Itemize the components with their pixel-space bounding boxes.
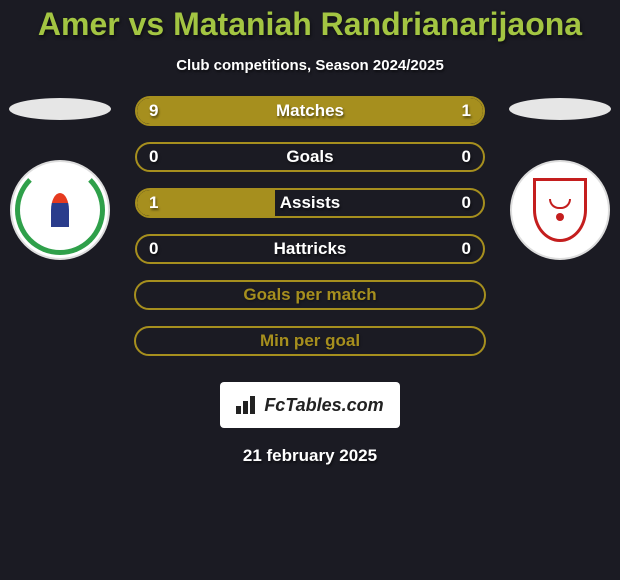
- stat-label: Matches: [137, 101, 483, 121]
- arc-icon: [549, 199, 571, 209]
- stat-label: Hattricks: [137, 239, 483, 259]
- stat-simple-label: Goals per match: [243, 285, 376, 305]
- left-player-column: [0, 96, 120, 466]
- subtitle: Club competitions, Season 2024/2025: [176, 57, 444, 74]
- badge-text: FcTables.com: [264, 395, 383, 416]
- player-placeholder-left: [9, 98, 111, 120]
- stat-row-hattricks: 0 Hattricks 0: [135, 234, 485, 264]
- shield-icon: [533, 178, 587, 242]
- stat-row-matches: 9 Matches 1: [135, 96, 485, 126]
- stat-simple-label: Min per goal: [260, 331, 360, 351]
- stat-row-goals: 0 Goals 0: [135, 142, 485, 172]
- stat-label: Assists: [137, 193, 483, 213]
- stat-value-right: 1: [462, 101, 471, 121]
- club-logo-right: [510, 160, 610, 260]
- stats-area: 9 Matches 1 0 Goals 0 1 Assists 0 0 Hatt…: [0, 96, 620, 466]
- stat-value-right: 0: [462, 193, 471, 213]
- stat-label: Goals: [137, 147, 483, 167]
- stats-column: 9 Matches 1 0 Goals 0 1 Assists 0 0 Hatt…: [120, 96, 500, 466]
- date-text: 21 february 2025: [243, 446, 377, 466]
- chart-icon: [236, 396, 258, 414]
- wreath-icon: [15, 165, 105, 255]
- page-title: Amer vs Mataniah Randrianarijaona: [38, 6, 582, 43]
- right-player-column: [500, 96, 620, 466]
- stat-row-assists: 1 Assists 0: [135, 188, 485, 218]
- stat-row-mpg: Min per goal: [134, 326, 486, 356]
- dot-icon: [556, 213, 564, 221]
- club-logo-left: [10, 160, 110, 260]
- player-placeholder-right: [509, 98, 611, 120]
- stat-value-right: 0: [462, 147, 471, 167]
- stat-value-right: 0: [462, 239, 471, 259]
- source-badge[interactable]: FcTables.com: [220, 382, 400, 428]
- stat-row-gpm: Goals per match: [134, 280, 486, 310]
- comparison-card: Amer vs Mataniah Randrianarijaona Club c…: [0, 0, 620, 466]
